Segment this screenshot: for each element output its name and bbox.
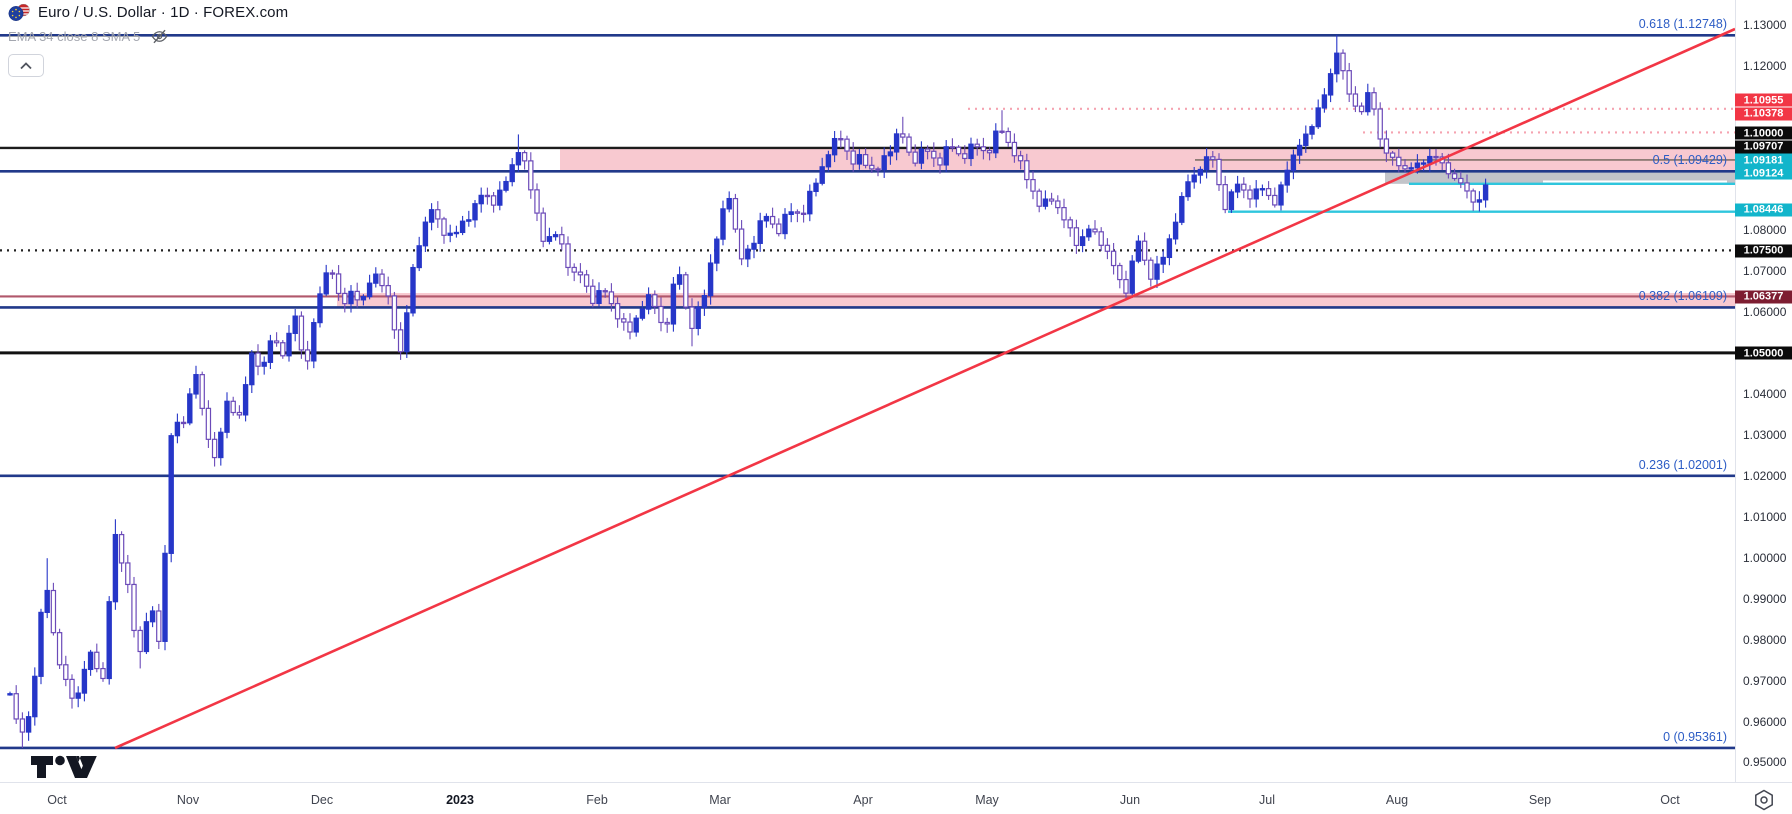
price-zone[interactable] [337, 293, 1735, 308]
price-tick: 1.13000 [1743, 18, 1787, 32]
time-tick: Sep [1528, 793, 1552, 807]
price-chart-canvas[interactable] [0, 0, 1792, 782]
price-tick: 1.04000 [1743, 387, 1787, 401]
time-tick: May [975, 793, 999, 807]
time-tick: Oct [1660, 793, 1680, 807]
price-level-badge: 1.07500 [1735, 244, 1792, 257]
tradingview-logo[interactable] [30, 753, 98, 781]
price-tick: 0.97000 [1743, 674, 1787, 688]
price-level-badge: 1.05000 [1735, 346, 1792, 360]
price-tick: 1.07000 [1743, 264, 1787, 278]
price-tick: 0.98000 [1743, 633, 1787, 647]
price-level-badge: 1.06377 [1735, 290, 1792, 303]
eurusd-flags-icon [8, 4, 30, 21]
price-level-badge: 1.10378 [1735, 107, 1792, 120]
time-tick: Dec [310, 793, 334, 807]
price-level-badge: 1.10000 [1735, 126, 1792, 140]
time-tick: Jun [1119, 793, 1141, 807]
symbol-title[interactable]: Euro / U.S. Dollar · 1D · FOREX.com [38, 4, 289, 21]
fib-label: 0.236 (1.02001) [1638, 457, 1727, 472]
price-zone[interactable] [1385, 172, 1735, 184]
indicator-label[interactable]: EMA 34 close 8 SMA 5 [8, 29, 141, 44]
price-tick: 1.06000 [1743, 305, 1787, 319]
price-axis-separator [1735, 0, 1736, 782]
fib-label: 0.618 (1.12748) [1638, 17, 1727, 32]
time-tick: Apr [853, 793, 873, 807]
price-level-badge: 1.09181 [1735, 153, 1792, 167]
price-tick: 1.00000 [1743, 551, 1787, 565]
chevron-up-icon [20, 61, 32, 69]
price-tick: 1.01000 [1743, 510, 1787, 524]
price-tick: 0.99000 [1743, 592, 1787, 606]
time-axis-separator [0, 782, 1792, 783]
price-tick: 1.03000 [1743, 428, 1787, 442]
collapse-legend-button[interactable] [8, 54, 44, 77]
time-tick: Nov [176, 793, 200, 807]
fib-label: 0.382 (1.06109) [1638, 289, 1727, 304]
time-tick: Mar [709, 793, 731, 807]
time-tick: Jul [1259, 793, 1275, 807]
rising-trendline[interactable] [114, 27, 1736, 750]
symbol-legend-row[interactable]: Euro / U.S. Dollar · 1D · FOREX.com [8, 4, 288, 21]
price-tick: 1.08000 [1743, 223, 1787, 237]
price-tick: 0.96000 [1743, 715, 1787, 729]
price-level-badge: 1.09707 [1735, 140, 1792, 153]
price-tick: 1.12000 [1743, 59, 1787, 73]
indicator-legend-row[interactable]: EMA 34 close 8 SMA 5 [8, 27, 288, 46]
time-tick: Aug [1385, 793, 1409, 807]
eye-slash-icon[interactable] [150, 27, 169, 46]
price-level-badge: 1.09124 [1735, 166, 1792, 180]
price-tick: 1.02000 [1743, 469, 1787, 483]
time-tick: Feb [586, 793, 608, 807]
fib-label: 0 (0.95361) [1663, 729, 1727, 744]
hexagon-target-icon[interactable] [1753, 789, 1775, 811]
time-tick: 2023 [446, 793, 474, 807]
price-level-badge: 1.10955 [1735, 93, 1792, 107]
chart-legend: Euro / U.S. Dollar · 1D · FOREX.com EMA … [8, 4, 288, 77]
price-tick: 0.95000 [1743, 755, 1787, 769]
candlestick-series [7, 34, 1489, 748]
time-tick: Oct [47, 793, 67, 807]
price-level-badge: 1.08446 [1735, 203, 1792, 216]
fib-label: 0.5 (1.09429) [1652, 153, 1727, 168]
